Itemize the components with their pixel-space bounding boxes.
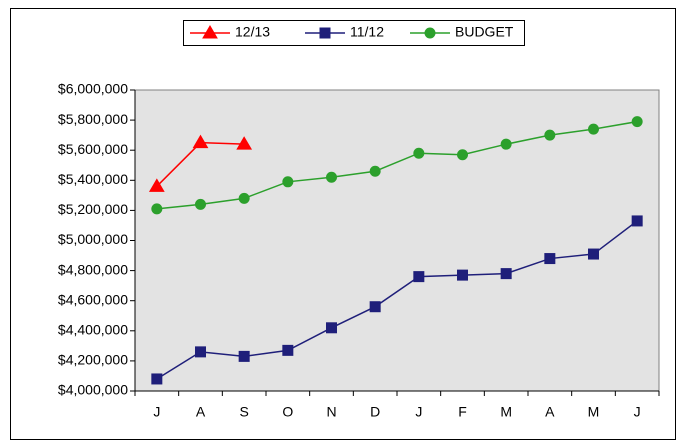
x-tick-label: J bbox=[415, 404, 422, 420]
marker bbox=[457, 149, 468, 161]
marker bbox=[151, 203, 163, 215]
series-line bbox=[156, 120, 638, 210]
y-tick-label: $4,600,000 bbox=[58, 291, 128, 307]
series-line bbox=[156, 220, 638, 380]
marker bbox=[369, 165, 381, 177]
y-tick-label: $5,000,000 bbox=[58, 231, 128, 247]
x-tick-label: J bbox=[634, 404, 641, 420]
marker bbox=[544, 253, 556, 265]
x-tick-label: A bbox=[196, 404, 206, 420]
y-tick-label: $4,000,000 bbox=[58, 382, 128, 398]
legend-marker bbox=[319, 27, 331, 39]
marker bbox=[413, 271, 425, 283]
marker bbox=[413, 147, 425, 159]
y-tick-label: $5,400,000 bbox=[58, 171, 128, 187]
marker bbox=[148, 178, 165, 192]
y-tick-label: $5,600,000 bbox=[58, 141, 128, 157]
x-tick-label: N bbox=[326, 404, 336, 420]
marker bbox=[192, 134, 209, 149]
legend-label: 11/12 bbox=[350, 24, 384, 40]
y-tick-label: $5,800,000 bbox=[58, 111, 128, 127]
marker bbox=[326, 171, 337, 183]
marker bbox=[282, 344, 294, 356]
marker bbox=[631, 116, 643, 128]
marker bbox=[500, 138, 512, 150]
marker bbox=[457, 269, 468, 281]
x-tick-label: D bbox=[370, 404, 380, 420]
y-tick-label: $4,800,000 bbox=[58, 261, 128, 277]
marker bbox=[500, 268, 512, 280]
x-tick-label: A bbox=[545, 404, 555, 420]
y-tick-label: $4,200,000 bbox=[58, 352, 128, 368]
legend-marker bbox=[424, 27, 436, 39]
x-tick-label: F bbox=[458, 404, 467, 420]
marker bbox=[238, 192, 250, 204]
marker bbox=[588, 248, 599, 260]
legend-label: BUDGET bbox=[455, 24, 514, 40]
marker bbox=[631, 215, 643, 227]
marker bbox=[195, 346, 206, 358]
x-tick-label: M bbox=[500, 404, 512, 420]
marker bbox=[238, 350, 250, 362]
marker bbox=[282, 176, 294, 188]
marker bbox=[326, 322, 337, 334]
x-tick-label: O bbox=[282, 404, 293, 420]
legend-marker bbox=[202, 25, 218, 39]
marker bbox=[236, 136, 253, 150]
marker bbox=[195, 198, 206, 210]
x-tick-label: S bbox=[239, 404, 248, 420]
marker bbox=[369, 301, 381, 313]
marker bbox=[544, 129, 556, 141]
y-tick-label: $5,200,000 bbox=[58, 201, 128, 217]
marker bbox=[588, 123, 599, 135]
marker bbox=[151, 373, 163, 385]
x-tick-label: J bbox=[153, 404, 160, 420]
legend-box bbox=[183, 20, 525, 46]
x-tick-label: M bbox=[588, 404, 600, 420]
y-tick-label: $6,000,000 bbox=[58, 81, 128, 97]
y-tick-label: $4,400,000 bbox=[58, 322, 128, 338]
legend-label: 12/13 bbox=[235, 24, 270, 40]
plot-area bbox=[134, 89, 660, 392]
